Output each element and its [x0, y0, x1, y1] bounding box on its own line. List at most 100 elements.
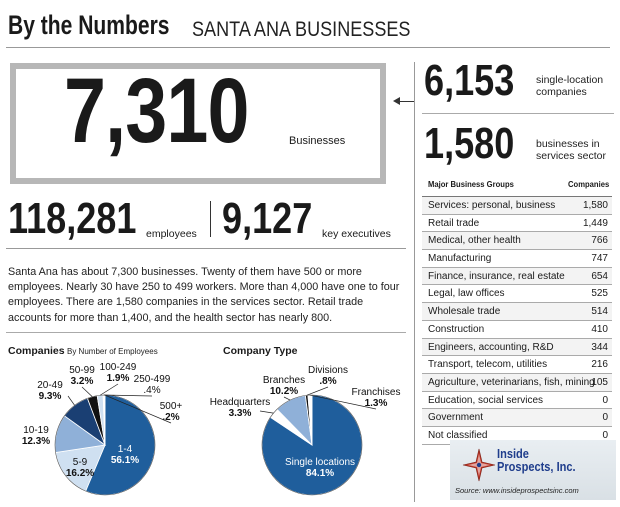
- companies-value-100-249: 1.9%: [107, 373, 130, 384]
- table-row: Retail trade 1,449: [422, 215, 612, 233]
- arrow-left-icon: [393, 97, 400, 105]
- companies-label-250-499: 250-499: [134, 374, 171, 385]
- business-group-name: Medical, other health: [428, 235, 521, 247]
- table-row: Medical, other health 766: [422, 232, 612, 251]
- business-group-name: Manufacturing: [428, 253, 492, 265]
- company-type-leader-divisions: [306, 386, 329, 396]
- company-type-value-divisions: .8%: [319, 376, 336, 387]
- companies-value-500-plus: .2%: [162, 412, 179, 423]
- business-group-count: 525: [591, 288, 608, 300]
- single-location-number: 6,153: [424, 56, 515, 105]
- headline-number: 7,310: [64, 60, 250, 162]
- business-group-name: Retail trade: [428, 217, 480, 229]
- business-group-count: 766: [591, 235, 608, 247]
- logo-line1: Inside: [497, 446, 529, 461]
- business-group-count: 1,449: [582, 217, 608, 229]
- business-groups-table: Services: personal, business 1,580 Retail …: [422, 196, 612, 445]
- company-type-label-divisions: Divisions: [308, 365, 348, 376]
- business-group-count: 1,580: [582, 200, 608, 211]
- section-divider: [6, 248, 406, 249]
- section-divider-2: [6, 332, 406, 333]
- table-header-groups: Major Business Groups: [428, 179, 514, 189]
- companies-chart-subtitle: By Number of Employees: [67, 347, 158, 356]
- companies-label-500-plus: 500+: [160, 401, 183, 412]
- companies-value-1-4: 56.1%: [111, 455, 139, 466]
- employees-number: 118,281: [8, 194, 137, 243]
- business-group-name: Services: personal, business: [428, 200, 556, 211]
- table-row: Government 0: [422, 409, 612, 427]
- business-group-count: 344: [591, 341, 608, 353]
- business-group-name: Finance, insurance, real estate: [428, 270, 565, 282]
- business-group-name: Not classified: [428, 429, 488, 441]
- headline-label: Businesses: [289, 135, 346, 147]
- business-group-count: 514: [591, 306, 608, 318]
- table-row: Finance, insurance, real estate 654: [422, 267, 612, 286]
- services-label: businesses in services sector: [536, 138, 618, 162]
- companies-leader-20-49: [67, 395, 75, 406]
- company-type-value-franchises: 1.3%: [365, 398, 388, 409]
- table-row: Education, social services 0: [422, 392, 612, 410]
- title-divider: [6, 47, 610, 48]
- business-group-count: 216: [591, 359, 608, 371]
- table-header-companies: Companies: [568, 179, 610, 189]
- business-group-name: Engineers, accounting, R&D: [428, 341, 554, 353]
- business-group-name: Education, social services: [428, 394, 544, 406]
- business-group-count: 747: [591, 253, 608, 265]
- company-type-value-headquarters: 3.3%: [229, 408, 252, 419]
- table-row: Legal, law offices 525: [422, 285, 612, 304]
- services-label-line1: businesses in: [536, 138, 600, 150]
- business-group-name: Wholesale trade: [428, 306, 501, 318]
- companies-value-50-99: 3.2%: [71, 376, 94, 387]
- page-title: By the Numbers: [8, 10, 170, 40]
- employees-label: employees: [146, 228, 197, 240]
- company-type-value-branches: 10.2%: [270, 386, 298, 397]
- services-label-line2: services sector: [536, 150, 607, 162]
- executives-number: 9,127: [222, 194, 313, 243]
- table-row: Engineers, accounting, R&D 344: [422, 338, 612, 357]
- company-type-leader-branches: [283, 396, 291, 401]
- company-type-pie-outline: [261, 394, 363, 496]
- company-type-label-franchises: Franchises: [352, 387, 401, 398]
- companies-leader-100-249: [99, 383, 119, 396]
- companies-label-5-9: 5-9: [73, 457, 88, 468]
- company-type-label-branches: Branches: [263, 375, 305, 386]
- companies-leader-250-499: [103, 394, 153, 397]
- business-group-name: Government: [428, 412, 484, 424]
- summary-paragraph: Santa Ana has about 7,300 businesses. Tw…: [8, 266, 400, 324]
- business-group-name: Transport, telecom, utilities: [428, 359, 548, 371]
- services-number: 1,580: [424, 119, 515, 168]
- headline-box: [10, 63, 386, 184]
- companies-leader-50-99: [81, 386, 93, 397]
- stat-divider: [422, 113, 614, 114]
- single-location-label-line1: single-location: [536, 74, 604, 86]
- stat-separator: [210, 201, 211, 237]
- companies-leader-500-plus: [104, 394, 172, 424]
- business-group-name: Agriculture, veterinarians, fish, mining: [428, 376, 595, 388]
- arrow-line: [398, 101, 414, 102]
- business-group-name: Legal, law offices: [428, 288, 505, 300]
- companies-value-10-19: 12.3%: [22, 436, 50, 447]
- table-row: Agriculture, veterinarians, fish, mining…: [422, 373, 612, 392]
- logo-line2: Prospects, Inc.: [497, 459, 576, 474]
- business-group-count: 654: [591, 270, 608, 282]
- companies-value-20-49: 9.3%: [39, 391, 62, 402]
- executives-label: key executives: [322, 228, 391, 240]
- companies-chart-title: Companies: [8, 345, 65, 357]
- compass-rose-icon: [462, 448, 496, 482]
- companies-label-10-19: 10-19: [23, 425, 49, 436]
- table-row: Manufacturing 747: [422, 250, 612, 268]
- companies-value-250-499: .4%: [143, 385, 160, 396]
- company-type-label-headquarters: Headquarters: [210, 397, 271, 408]
- company-type-value-single-locations: 84.1%: [306, 468, 334, 479]
- companies-label-1-4: 1-4: [118, 444, 133, 455]
- table-row: Transport, telecom, utilities 216: [422, 356, 612, 374]
- business-group-name: Construction: [428, 323, 485, 335]
- company-type-leader-franchises: [309, 394, 377, 410]
- source-credit: Source: www.insideprospectsinc.com: [455, 486, 579, 495]
- table-row: Services: personal, business 1,580: [422, 197, 612, 215]
- business-group-count: 0: [602, 429, 608, 441]
- business-group-count: 105: [591, 376, 608, 388]
- companies-label-50-99: 50-99: [69, 365, 95, 376]
- column-divider: [414, 62, 415, 502]
